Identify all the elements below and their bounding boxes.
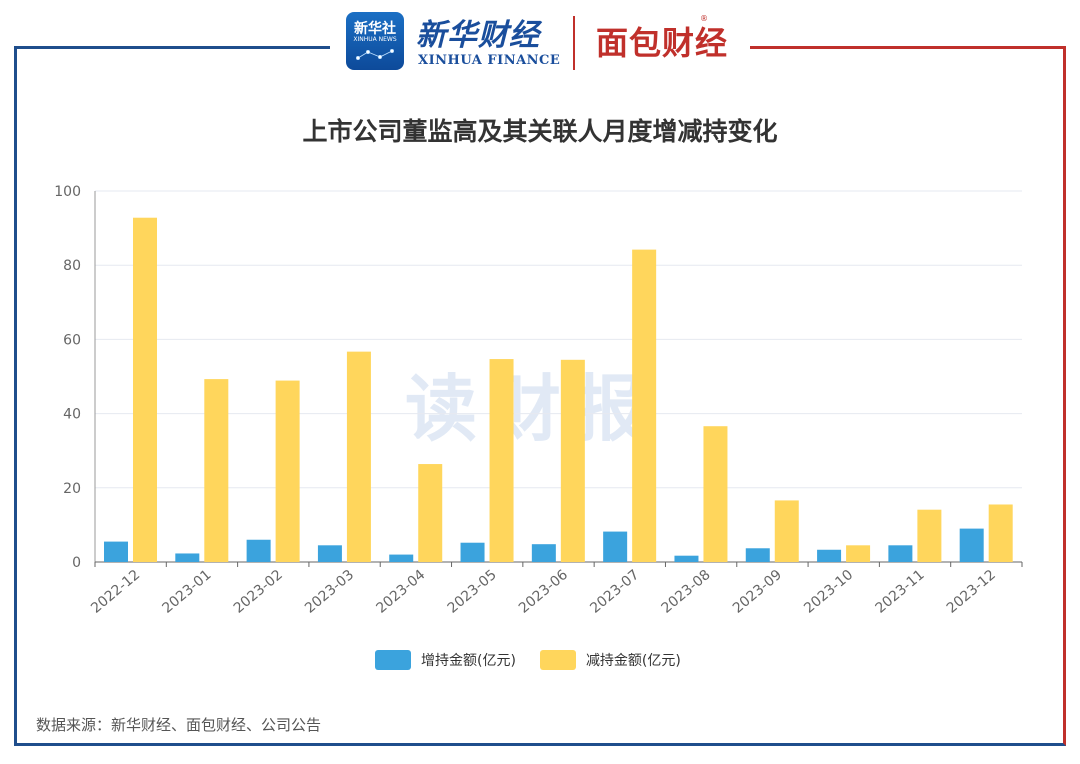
bar-decrease xyxy=(489,359,514,562)
legend-item-decrease[interactable]: 减持金额(亿元) xyxy=(539,650,681,670)
x-tick-label: 2023-01 xyxy=(159,567,214,617)
bar-decrease xyxy=(133,217,157,562)
bar-decrease xyxy=(275,380,300,562)
bar-decrease xyxy=(632,249,657,563)
x-tick-label: 2023-12 xyxy=(944,567,999,617)
network-dots-icon xyxy=(356,48,395,60)
bar-increase xyxy=(460,542,485,562)
watermark: 读财报 xyxy=(405,367,658,451)
y-tick-label: 80 xyxy=(63,258,81,274)
bar-increase xyxy=(175,553,200,562)
bar-decrease xyxy=(846,545,871,562)
y-tick-label: 0 xyxy=(72,555,81,571)
legend-item-increase[interactable]: 增持金额(亿元) xyxy=(375,650,516,670)
x-tick-label: 2023-02 xyxy=(231,567,286,617)
x-tick-label: 2023-10 xyxy=(801,567,856,617)
bar-increase xyxy=(389,554,414,562)
x-tick-label: 2023-03 xyxy=(302,567,357,617)
frame-left xyxy=(14,46,541,746)
x-tick-label: 2023-09 xyxy=(730,567,785,617)
bar-decrease xyxy=(204,379,229,562)
xinhua-logo-text: 新华社 xyxy=(354,21,396,37)
bar-increase xyxy=(745,548,770,562)
x-tick-label: 2023-04 xyxy=(373,567,428,617)
bar-decrease xyxy=(988,504,1013,562)
chart-title: 上市公司董监高及其关联人月度增减持变化 xyxy=(302,117,778,146)
xinhua-news-logo: 新华社 XINHUA NEWS xyxy=(346,12,404,70)
bar-decrease xyxy=(774,500,799,562)
registered-mark: ® xyxy=(700,14,708,23)
x-tick-label: 2023-05 xyxy=(445,567,500,617)
bar-decrease xyxy=(560,359,585,562)
xinhua-finance-brand: 新华财经 xyxy=(416,18,540,53)
bar-decrease xyxy=(917,509,942,562)
x-tick-label: 2023-07 xyxy=(587,567,642,617)
bar-increase xyxy=(817,549,842,562)
xinhua-finance-brand-en: XINHUA FINANCE xyxy=(418,53,561,68)
mianbao-finance-brand: 面包财经 xyxy=(596,24,729,62)
bar-increase xyxy=(246,539,271,562)
header-divider xyxy=(573,16,575,70)
legend-label-increase: 增持金额(亿元) xyxy=(421,653,516,669)
legend-swatch-increase xyxy=(375,650,411,670)
legend-label-decrease: 减持金额(亿元) xyxy=(585,653,681,669)
x-tick-label: 2022-12 xyxy=(88,567,143,617)
bar-decrease xyxy=(703,426,728,562)
data-source: 数据来源：新华财经、面包财经、公司公告 xyxy=(36,716,322,734)
legend-swatch-decrease xyxy=(539,650,576,670)
y-tick-label: 20 xyxy=(63,481,81,497)
bar-increase xyxy=(674,555,699,562)
x-tick-label: 2023-06 xyxy=(516,567,571,617)
bar-decrease xyxy=(418,464,443,562)
xinhua-logo-subtext: XINHUA NEWS xyxy=(353,36,397,43)
bar-decrease xyxy=(346,351,371,562)
bar-increase xyxy=(317,545,342,562)
x-tick-label: 2023-08 xyxy=(659,567,714,617)
bar-increase xyxy=(603,531,628,562)
bar-increase xyxy=(104,541,128,562)
bar-increase xyxy=(959,528,984,562)
bar-increase xyxy=(531,544,556,562)
y-tick-label: 100 xyxy=(54,184,81,200)
x-tick-label: 2023-11 xyxy=(873,567,928,617)
frame-right xyxy=(541,46,1066,746)
legend: 增持金额(亿元) 减持金额(亿元) xyxy=(375,650,681,670)
y-tick-label: 60 xyxy=(63,332,81,348)
y-tick-label: 40 xyxy=(63,407,81,423)
bar-increase xyxy=(888,545,913,562)
